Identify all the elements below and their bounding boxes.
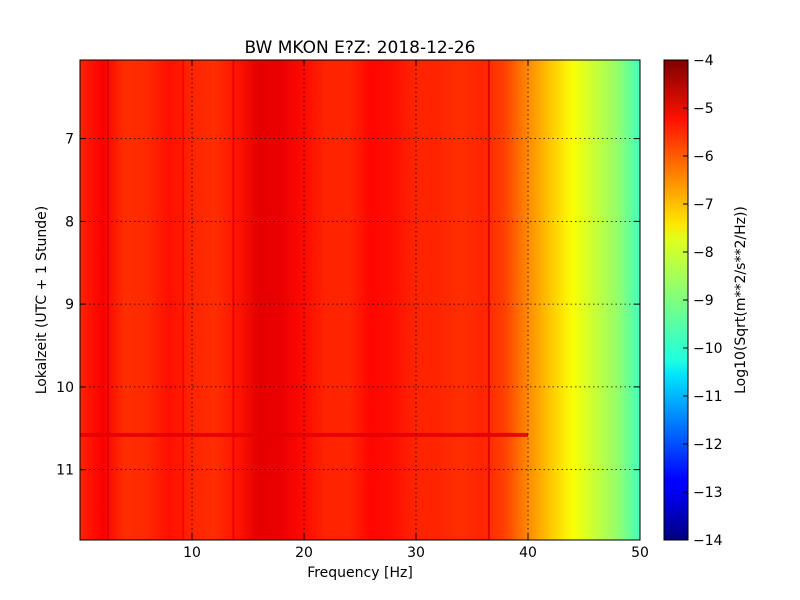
colorbar-tick-label: −13 [693,485,723,501]
colorbar-tick-label: −8 [693,245,714,261]
x-tick-label: 20 [295,545,313,561]
chart-title: BW MKON E?Z: 2018-12-26 [245,38,476,58]
x-tick-label: 40 [519,545,537,561]
colorbar-label: Log10(Sqrt(m**2/s**2/Hz)) [733,206,749,394]
colorbar-tick-label: −4 [693,53,714,69]
x-tick-label: 50 [631,545,649,561]
x-axis-ticks: 10 20 30 40 50 [183,60,649,561]
x-axis-label: Frequency [Hz] [307,565,413,581]
colorbar-tick-label: −7 [693,197,714,213]
x-tick-label: 30 [407,545,425,561]
spectral-line [107,60,109,540]
colorbar-tick-label: −14 [693,533,723,549]
colorbar-tick-label: −11 [693,389,723,405]
x-tick-label: 10 [183,545,201,561]
y-axis-label: Lokalzeit (UTC + 1 Stunde) [34,206,50,395]
y-tick-label: 7 [65,132,74,148]
plot-background [80,60,640,540]
colorbar-ticks: −4 −5 −6 −7 −8 −9 −10 −11 −12 −13 −14 [683,53,723,549]
y-axis-ticks: 7 8 9 10 11 [56,132,640,479]
y-tick-label: 10 [56,380,74,396]
colorbar-tick-label: −10 [693,341,723,357]
colorbar-tick-label: −5 [693,101,714,117]
y-tick-label: 8 [65,214,74,230]
colorbar-tick-label: −12 [693,437,723,453]
spectrogram-plot-area [80,60,640,540]
spectral-line [232,60,235,540]
colorbar-tick-label: −9 [693,293,714,309]
y-tick-label: 11 [56,463,74,479]
colorbar-tick-label: −6 [693,149,714,165]
spectral-line [487,60,490,540]
spectral-line [182,60,185,540]
y-tick-label: 9 [65,297,74,313]
plot-frame [79,59,641,541]
